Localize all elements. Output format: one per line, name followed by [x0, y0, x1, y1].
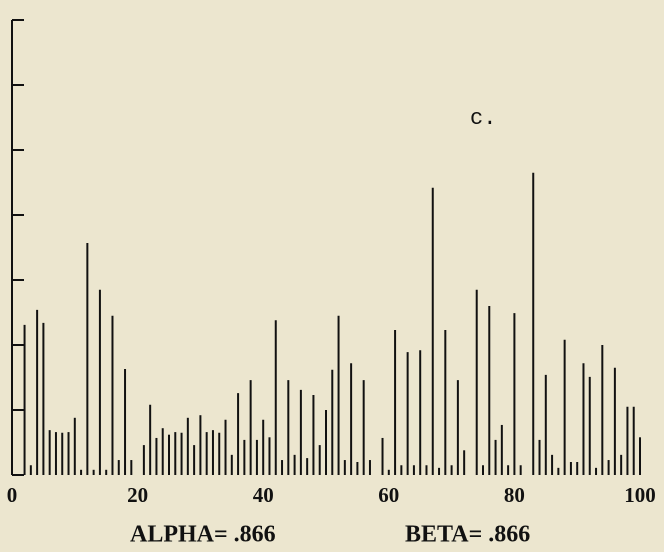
- x-tick-label: 40: [253, 483, 274, 507]
- x-tick-label: 100: [624, 483, 656, 507]
- annotation: c.: [470, 106, 496, 131]
- caption: ALPHA= .866: [130, 522, 276, 548]
- caption: BETA= .866: [405, 522, 530, 548]
- x-tick-label: 80: [504, 483, 525, 507]
- x-tick-label: 60: [378, 483, 399, 507]
- x-tick-label: 0: [7, 483, 18, 507]
- x-tick-label: 20: [127, 483, 148, 507]
